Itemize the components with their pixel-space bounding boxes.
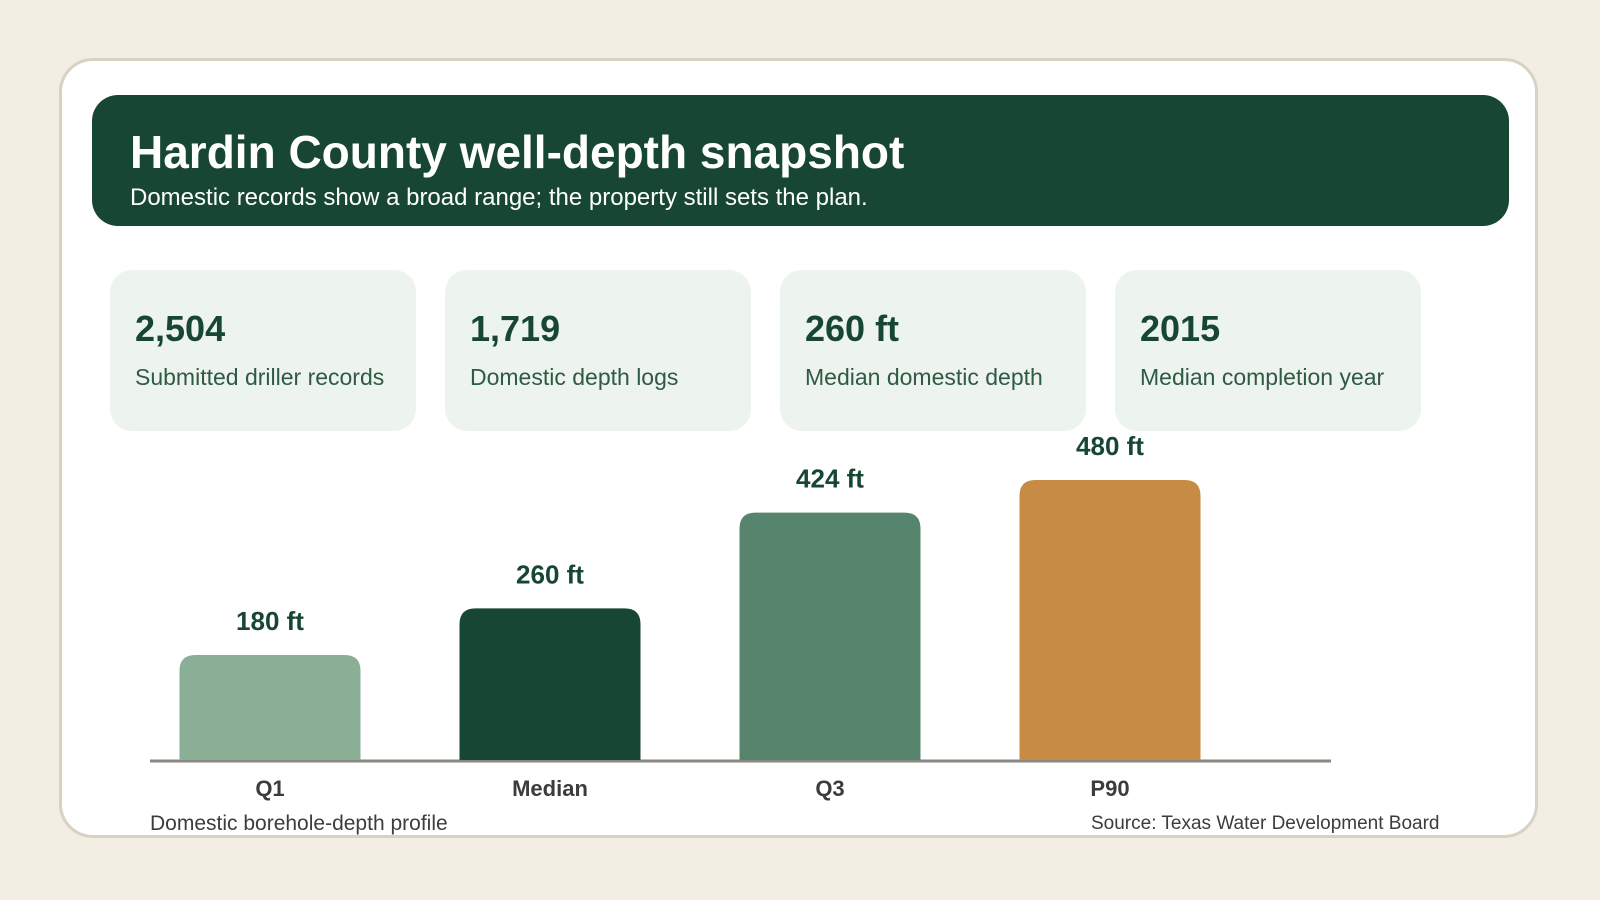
data-label-q1: 180 ft <box>236 606 304 636</box>
bar-median <box>459 608 641 760</box>
stat-value: 2,504 <box>135 308 226 349</box>
stat-value: 2015 <box>1140 308 1221 349</box>
page-title: Hardin County well-depth snapshot <box>130 126 905 178</box>
stat-label: Median domestic depth <box>805 364 1043 390</box>
data-label-median: 260 ft <box>516 559 584 589</box>
stat-value: 1,719 <box>470 308 561 349</box>
stat-card-completion-year: 2015 Median completion year <box>1115 270 1421 431</box>
stat-card-median-depth: 260 ft Median domestic depth <box>780 270 1086 431</box>
chart-caption: Domestic borehole-depth profile <box>150 812 448 835</box>
category-label-q1: Q1 <box>255 776 284 801</box>
category-label-p90: P90 <box>1090 776 1129 801</box>
header-banner: Hardin County well-depth snapshot Domest… <box>92 95 1509 226</box>
stat-card-driller-records: 2,504 Submitted driller records <box>110 270 416 431</box>
data-label-q3: 424 ft <box>796 464 864 494</box>
stat-value: 260 ft <box>805 308 900 349</box>
bar-q1 <box>179 655 361 760</box>
bar-p90 <box>1019 480 1201 760</box>
stat-card-depth-logs: 1,719 Domestic depth logs <box>445 270 751 431</box>
stat-label: Median completion year <box>1140 364 1385 390</box>
source-note: Source: Texas Water Development Board <box>1091 813 1440 834</box>
stat-label: Domestic depth logs <box>470 364 679 390</box>
bar-q3 <box>739 512 921 760</box>
data-label-p90: 480 ft <box>1076 431 1144 461</box>
page-subtitle: Domestic records show a broad range; the… <box>130 184 868 211</box>
stat-label: Submitted driller records <box>135 364 385 390</box>
category-label-q3: Q3 <box>815 776 844 801</box>
category-label-median: Median <box>512 776 588 801</box>
